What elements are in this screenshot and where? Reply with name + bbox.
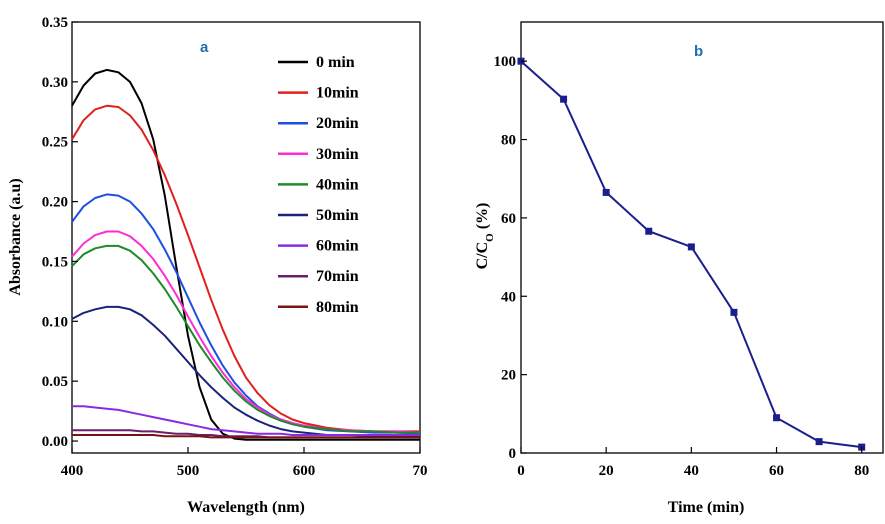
legend-label-a-8: 80min bbox=[316, 299, 359, 316]
y-axis-label-b-suffix: (%) bbox=[474, 203, 491, 234]
legend-label-a-6: 60min bbox=[316, 238, 359, 255]
x-tick-label-a-2: 600 bbox=[293, 463, 316, 479]
y-tick-label-a-7: 0.35 bbox=[42, 15, 68, 31]
y-tick-label-a-4: 0.20 bbox=[42, 195, 68, 211]
legend-label-a-2: 20min bbox=[316, 115, 359, 132]
data-point-b-3 bbox=[645, 227, 653, 235]
legend-label-a-7: 70min bbox=[316, 268, 359, 285]
data-point-b-7 bbox=[815, 438, 823, 446]
series-group-a bbox=[71, 68, 421, 441]
x-tick-label-a-3: 70 bbox=[413, 463, 428, 479]
series-line-a-4 bbox=[71, 244, 420, 434]
plot-area-frame-b bbox=[520, 21, 884, 454]
data-point-b-2 bbox=[602, 188, 610, 196]
y-tick-label-b-4: 80 bbox=[501, 133, 516, 149]
y-axis-label-b-main: C/C bbox=[474, 242, 491, 270]
y-tick-label-b-1: 20 bbox=[501, 368, 516, 384]
plot-area-frame-a bbox=[71, 21, 421, 454]
y-tick-label-a-5: 0.25 bbox=[42, 135, 68, 151]
y-tick-label-b-2: 40 bbox=[501, 289, 516, 305]
legend-label-a-4: 40min bbox=[316, 176, 359, 193]
legend-a: 0 min 10min 20min 30min 40min 50min 60min 70min… bbox=[278, 54, 359, 316]
y-tick-label-a-0: 0.00 bbox=[42, 434, 68, 450]
y-tick-label-b-5: 100 bbox=[494, 54, 517, 70]
y-axis-ticks-b: 0 20 40 60 80 100 bbox=[494, 54, 527, 462]
x-tick-label-b-4: 80 bbox=[854, 463, 869, 479]
chart-panel-a: 400 500 600 70 0.00 0.05 0.10 0.15 0.20 0.25 0.30… bbox=[7, 15, 428, 516]
y-tick-label-a-3: 0.15 bbox=[42, 254, 68, 270]
y-axis-label-a: Absorbance (a.u) bbox=[7, 178, 24, 295]
x-tick-label-b-0: 0 bbox=[517, 463, 525, 479]
legend-label-a-0: 0 min bbox=[316, 54, 355, 71]
data-point-b-6 bbox=[773, 414, 781, 422]
x-axis-ticks-a: 400 500 600 70 bbox=[61, 447, 428, 479]
y-tick-label-a-1: 0.05 bbox=[42, 374, 68, 390]
legend-label-a-1: 10min bbox=[316, 85, 359, 102]
series-line-b bbox=[520, 60, 862, 449]
series-line-a-8 bbox=[72, 434, 420, 439]
panel-label-b: b bbox=[694, 43, 703, 60]
data-point-b-5 bbox=[730, 308, 738, 316]
y-axis-ticks-a: 0.00 0.05 0.10 0.15 0.20 0.25 0.30 0.35 bbox=[42, 15, 78, 450]
x-tick-label-b-3: 60 bbox=[769, 463, 784, 479]
data-point-b-1 bbox=[560, 95, 568, 103]
y-tick-label-a-6: 0.30 bbox=[42, 75, 68, 91]
series-line-a-5 bbox=[71, 305, 420, 438]
panel-label-a: a bbox=[200, 39, 209, 56]
y-tick-label-b-0: 0 bbox=[509, 446, 517, 462]
x-tick-label-a-1: 500 bbox=[177, 463, 200, 479]
x-axis-label-b: Time (min) bbox=[668, 499, 745, 516]
legend-label-a-5: 50min bbox=[316, 207, 359, 224]
x-tick-label-b-1: 20 bbox=[599, 463, 614, 479]
x-tick-label-a-0: 400 bbox=[61, 463, 84, 479]
x-tick-label-b-2: 40 bbox=[684, 463, 699, 479]
x-axis-ticks-b: 0 20 40 60 80 bbox=[517, 447, 869, 479]
y-tick-label-b-3: 60 bbox=[501, 211, 516, 227]
data-point-b-4 bbox=[687, 243, 695, 251]
series-line-a-0 bbox=[71, 68, 420, 441]
chart-panel-b: 0 20 40 60 80 0 20 40 60 80 100 b Time (min) C/CO… bbox=[474, 21, 884, 516]
y-axis-label-b-subscript: O bbox=[484, 233, 496, 242]
x-axis-label-a: Wavelength (nm) bbox=[187, 499, 305, 516]
y-axis-label-b: C/CO (%) bbox=[474, 203, 496, 270]
series-line-a-1 bbox=[71, 104, 420, 433]
y-tick-label-a-2: 0.10 bbox=[42, 314, 68, 330]
series-line-a-6 bbox=[72, 405, 420, 436]
series-group-b bbox=[517, 57, 866, 451]
legend-label-a-3: 30min bbox=[316, 146, 359, 163]
